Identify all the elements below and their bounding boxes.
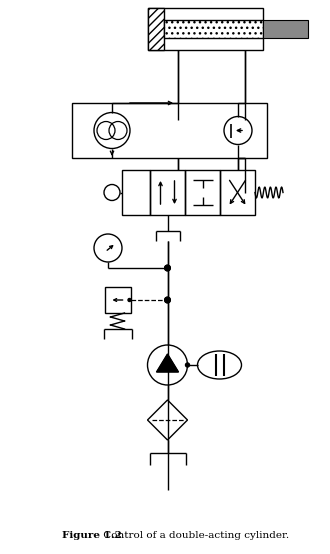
- Circle shape: [165, 297, 170, 303]
- Bar: [150, 170, 185, 215]
- Circle shape: [165, 265, 170, 271]
- Text: Control of a double-acting cylinder.: Control of a double-acting cylinder.: [100, 531, 289, 541]
- Bar: [164, 20, 263, 38]
- Bar: [185, 170, 220, 215]
- Circle shape: [165, 265, 170, 271]
- Bar: [72, 103, 267, 158]
- Bar: [220, 170, 255, 215]
- Bar: [122, 170, 150, 215]
- Text: Figure 1.2: Figure 1.2: [62, 531, 122, 541]
- Polygon shape: [156, 354, 179, 372]
- Bar: [263, 20, 308, 38]
- Circle shape: [185, 363, 189, 367]
- Bar: [148, 8, 164, 50]
- Bar: [148, 8, 263, 50]
- Circle shape: [128, 299, 131, 301]
- Circle shape: [165, 297, 170, 303]
- Bar: [105, 287, 130, 313]
